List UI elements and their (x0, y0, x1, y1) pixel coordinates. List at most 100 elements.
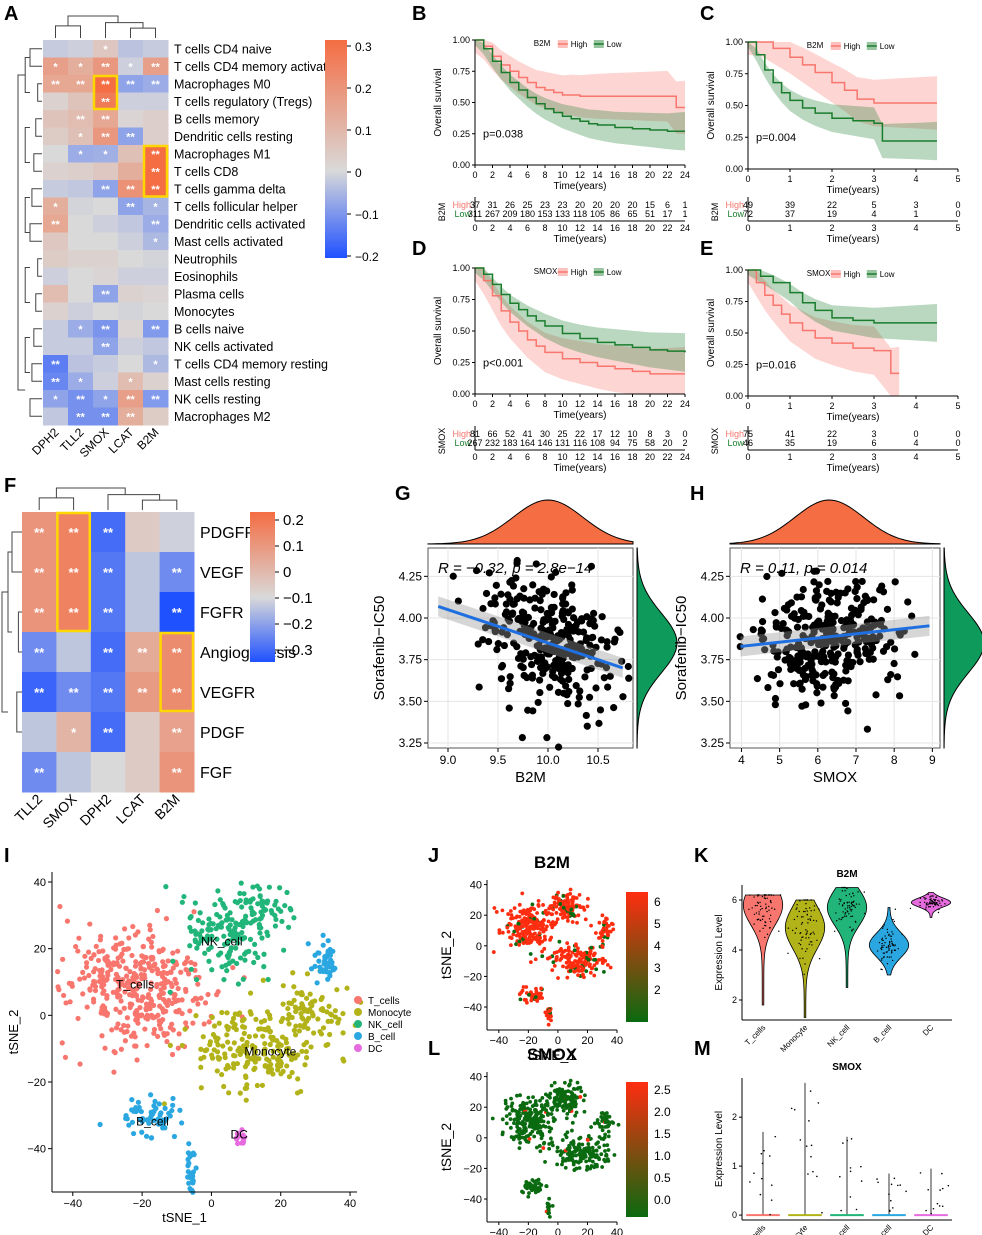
cell-point (611, 1121, 616, 1125)
survival-curve (748, 41, 937, 142)
heatmap-cell (93, 232, 119, 251)
cell-dot (860, 1180, 863, 1182)
data-point (494, 640, 502, 648)
cell-point (563, 1158, 568, 1163)
cell-point (611, 927, 616, 932)
cell-dot (854, 906, 856, 909)
cell-point (340, 1030, 346, 1036)
cell-point (582, 1109, 587, 1114)
legend-tick-label: 6 (654, 895, 661, 909)
heatmap-cell (68, 337, 94, 356)
cell-point (175, 985, 181, 992)
significance-star: * (78, 131, 83, 143)
cell-point (535, 920, 539, 924)
cell-point (237, 890, 243, 896)
cell-point (192, 961, 198, 967)
data-point (578, 617, 586, 625)
risk-count: 3 (665, 429, 670, 439)
cell-dot (749, 894, 751, 896)
cell-dot (799, 957, 801, 960)
cell-point (175, 948, 181, 954)
cell-dot (850, 896, 852, 898)
cell-point (555, 1145, 560, 1150)
risk-tick-label: 0 (745, 223, 750, 233)
cell-point (522, 908, 526, 913)
cell-dot (806, 930, 808, 932)
cell-dot (848, 893, 851, 895)
data-point (807, 656, 815, 664)
cell-point (587, 1146, 592, 1151)
cell-point (527, 992, 531, 997)
heatmap-cell (118, 127, 144, 146)
cell-point (257, 893, 263, 900)
x-tick-label: 5 (955, 401, 960, 411)
risk-count: 146 (537, 438, 552, 448)
cell-point (154, 967, 161, 973)
data-point (587, 664, 595, 673)
y-tick-label: 0 (40, 1010, 46, 1022)
violin-shape (784, 899, 826, 1018)
cell-point (84, 960, 90, 966)
cell-point (140, 994, 146, 1000)
y-axis-title: tSNE_2 (438, 931, 454, 979)
cell-point (270, 1037, 276, 1043)
cell-point (162, 1105, 168, 1111)
cell-point (569, 1095, 574, 1099)
cell-point (259, 903, 265, 909)
cell-point (519, 1121, 523, 1126)
significance-star: * (53, 201, 58, 213)
risk-count: 0 (682, 429, 687, 439)
cell-point (166, 997, 172, 1003)
cell-point (521, 941, 526, 946)
data-point (536, 676, 544, 684)
cell-point (585, 1164, 590, 1169)
cell-point (546, 1120, 551, 1125)
cell-dot (934, 902, 936, 904)
cell-dot (791, 929, 794, 932)
cell-point (595, 961, 599, 965)
data-point (481, 624, 490, 632)
heatmap-cell (68, 40, 94, 58)
cell-point (563, 1105, 568, 1109)
cell-point (534, 1145, 539, 1150)
cell-dot (809, 933, 812, 936)
cell-dot (881, 948, 883, 951)
cell-point (126, 1122, 132, 1128)
cell-point (152, 961, 158, 967)
data-point (515, 614, 523, 623)
legend-tick-label: −0.1 (355, 208, 379, 222)
data-point (788, 659, 796, 667)
cell-point (549, 1112, 554, 1116)
cell-point (525, 908, 530, 913)
cell-point (273, 898, 279, 904)
risk-tick-label: 6 (525, 452, 530, 462)
cell-dot (749, 1181, 751, 1183)
heatmap-cell (56, 752, 92, 793)
data-point (858, 577, 866, 586)
data-point (811, 594, 819, 602)
cell-point (592, 963, 597, 968)
data-point (865, 655, 873, 663)
risk-count: 51 (645, 209, 655, 219)
data-point (798, 685, 806, 693)
cell-dot (889, 941, 891, 944)
cell-point (557, 939, 562, 944)
cell-point (524, 985, 529, 989)
cell-dot (765, 894, 768, 896)
cell-point (77, 1061, 83, 1067)
cell-point (576, 1086, 581, 1090)
data-point (815, 640, 823, 649)
cell-point (597, 936, 601, 940)
risk-tick-label: 0 (472, 452, 477, 462)
cell-point (581, 972, 585, 977)
cell-dot (773, 908, 776, 910)
cell-point (559, 1095, 564, 1100)
cell-point (525, 920, 530, 924)
cell-point (115, 974, 121, 981)
cell-point (188, 928, 194, 934)
cell-point (520, 929, 525, 934)
cell-point (524, 1113, 529, 1117)
cell-dot (835, 912, 837, 914)
cell-dot (816, 939, 818, 942)
x-tick-label: 4 (738, 753, 745, 767)
